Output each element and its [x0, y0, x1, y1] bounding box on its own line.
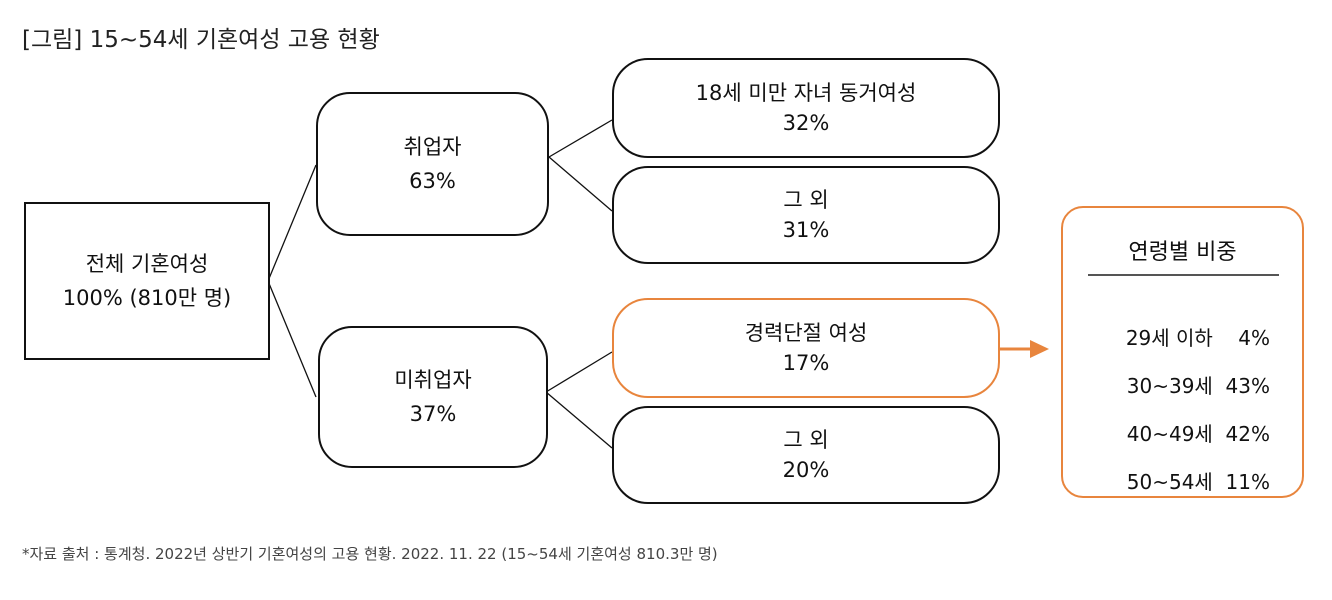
unemployed-child-other: 그 외 20%	[612, 406, 1000, 504]
unemployed-child-1-value: 17%	[782, 351, 830, 375]
career-break-node: 경력단절 여성 17%	[612, 298, 1000, 398]
unemployed-label: 미취업자	[394, 368, 472, 392]
age-breakdown-divider	[1088, 274, 1279, 276]
root-label: 전체 기혼여성	[85, 252, 209, 276]
link-employed-child2	[548, 156, 613, 212]
employed-node: 취업자 63%	[316, 92, 549, 236]
link-root-unemployed	[267, 280, 317, 398]
age-share: 42%	[1225, 422, 1270, 446]
link-unemployed-child2	[545, 391, 613, 449]
employed-child-with-kids: 18세 미만 자녀 동거여성 32%	[612, 58, 1000, 158]
age-share: 11%	[1225, 470, 1270, 494]
root-value: 100% (810만 명)	[62, 286, 232, 310]
age-row: 29세 이하 4%	[1100, 298, 1270, 375]
arrow-to-age-breakdown	[999, 340, 1049, 358]
age-row: 50~54세 11%	[1101, 442, 1270, 519]
age-share: 43%	[1225, 374, 1270, 398]
age-label: 40~49세	[1126, 422, 1213, 446]
age-breakdown-box: 연령별 비중 29세 이하 4% 30~39세 43% 40~49세 42% 5…	[1061, 206, 1304, 498]
link-employed-child1	[548, 119, 613, 158]
employed-child-1-label: 18세 미만 자녀 동거여성	[695, 81, 917, 105]
unemployed-child-2-label: 그 외	[783, 428, 829, 452]
unemployed-child-1-label: 경력단절 여성	[744, 321, 868, 345]
age-label: 30~39세	[1126, 374, 1213, 398]
employed-child-2-value: 31%	[782, 218, 830, 242]
unemployed-value: 37%	[409, 402, 457, 426]
unemployed-node: 미취업자 37%	[318, 326, 548, 468]
unemployed-child-2-value: 20%	[782, 458, 830, 482]
age-row: 40~49세 42%	[1101, 394, 1270, 471]
source-footnote: *자료 출처 : 통계청. 2022년 상반기 기혼여성의 고용 현황. 202…	[22, 545, 718, 563]
link-root-employed	[267, 164, 317, 282]
age-row: 30~39세 43%	[1101, 346, 1270, 423]
age-breakdown-title: 연령별 비중	[1128, 240, 1237, 265]
age-share: 4%	[1238, 326, 1270, 350]
link-unemployed-child1	[545, 351, 613, 393]
employed-label: 취업자	[403, 135, 462, 159]
employed-child-1-value: 32%	[782, 111, 830, 135]
age-label: 29세 이하	[1125, 326, 1213, 350]
employed-child-2-label: 그 외	[783, 188, 829, 212]
age-label: 50~54세	[1126, 470, 1213, 494]
diagram-title: [그림] 15~54세 기혼여성 고용 현황	[22, 27, 380, 53]
employed-child-other: 그 외 31%	[612, 166, 1000, 264]
employed-value: 63%	[409, 169, 456, 193]
root-node: 전체 기혼여성 100% (810만 명)	[24, 202, 270, 360]
